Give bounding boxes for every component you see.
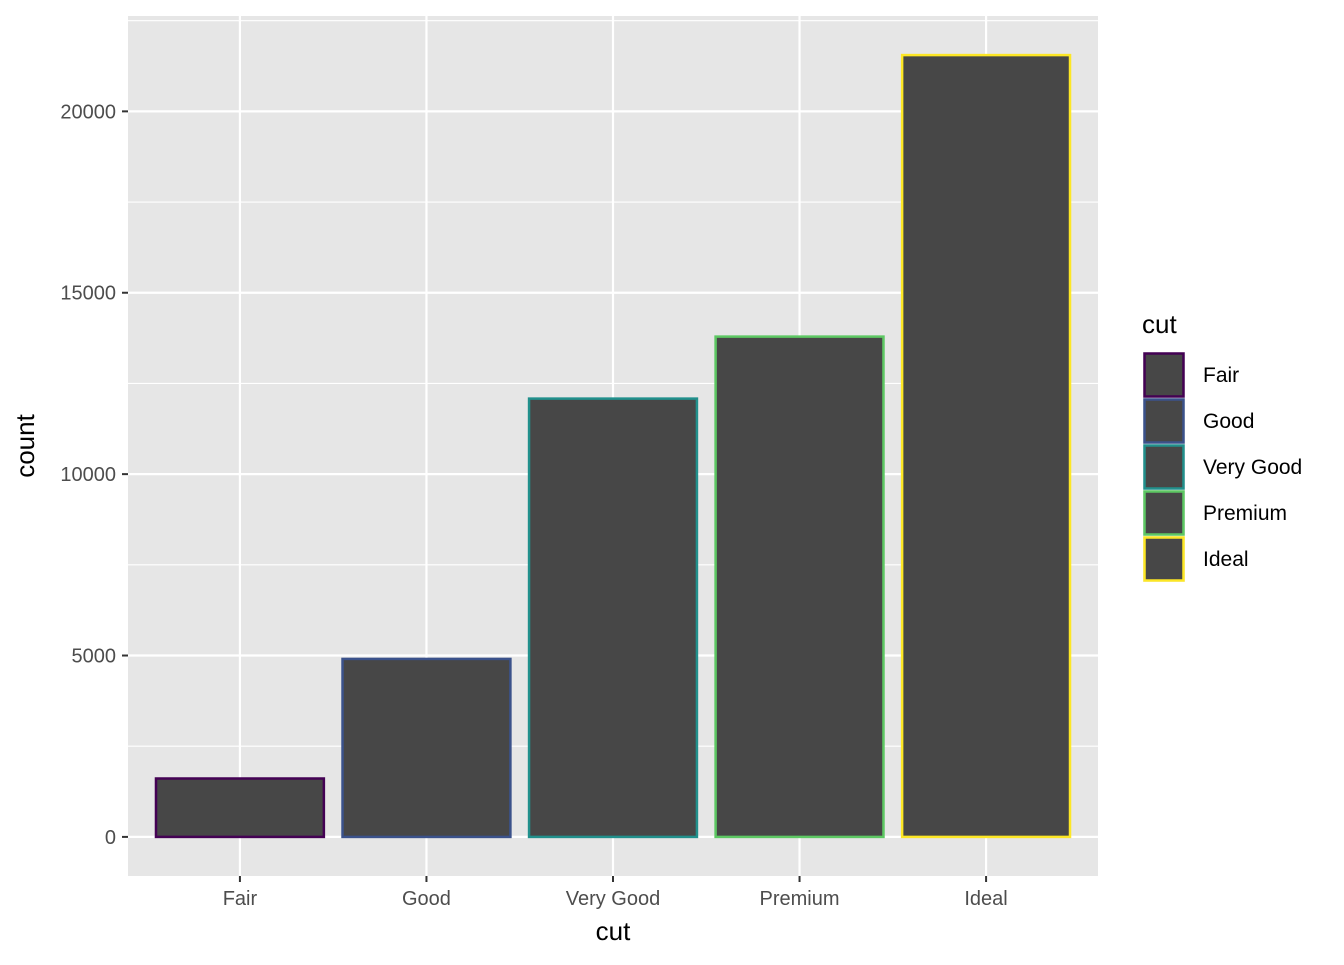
y-tick-label: 5000 <box>72 646 117 668</box>
bar-very-good <box>527 397 699 839</box>
y-tick-label: 0 <box>105 827 116 849</box>
x-tick-label: Fair <box>223 888 258 910</box>
y-tick-label: 15000 <box>60 283 116 305</box>
legend-title: cut <box>1142 309 1177 339</box>
y-tick-label: 10000 <box>60 464 116 486</box>
legend-label: Good <box>1203 410 1254 433</box>
y-axis-title: count <box>10 413 40 477</box>
bar-premium <box>714 335 885 839</box>
legend-items: Fair Good Very Good Premium Ideal <box>1143 352 1302 582</box>
legend: cut Fair Good Very Good Premium Ideal <box>1142 309 1302 582</box>
y-tick-label: 20000 <box>60 101 116 123</box>
y-axis: 0 5000 10000 15000 20000 <box>60 101 128 849</box>
x-tick-label: Good <box>402 888 451 910</box>
legend-key-good <box>1143 398 1185 444</box>
bars <box>154 53 1072 839</box>
legend-label: Premium <box>1203 502 1287 525</box>
legend-label: Fair <box>1203 364 1239 387</box>
x-axis: Fair Good Very Good Premium Ideal <box>223 876 1008 910</box>
legend-key-premium <box>1143 490 1185 536</box>
bar-good <box>341 657 512 839</box>
legend-label: Ideal <box>1203 548 1249 571</box>
bar-ideal <box>900 53 1072 839</box>
legend-label: Very Good <box>1203 456 1302 479</box>
legend-key-very-good <box>1143 444 1185 490</box>
x-axis-title: cut <box>596 916 631 946</box>
legend-key-fair <box>1143 352 1185 398</box>
bar-fair <box>154 777 326 839</box>
x-tick-label: Ideal <box>964 888 1007 910</box>
legend-key-ideal <box>1143 536 1185 582</box>
x-tick-label: Very Good <box>566 888 661 910</box>
x-tick-label: Premium <box>760 888 840 910</box>
